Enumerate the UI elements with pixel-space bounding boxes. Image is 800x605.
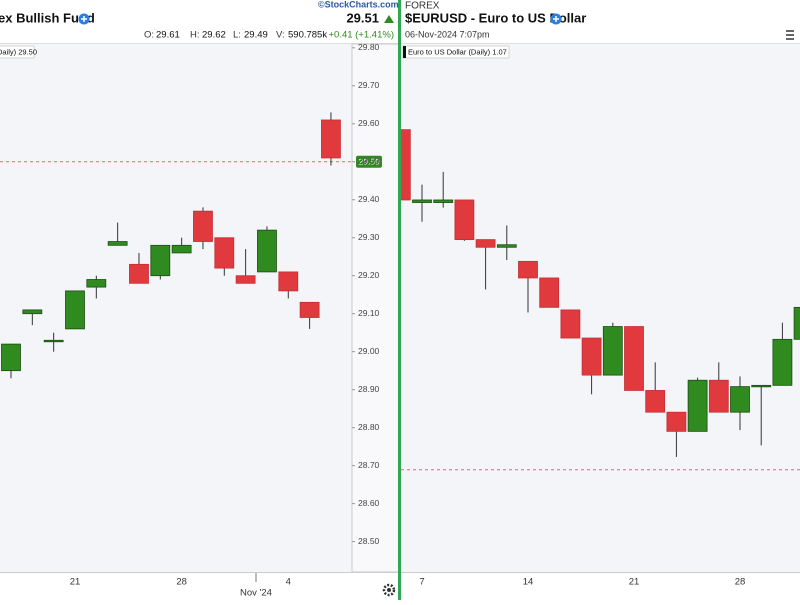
y-tick-label: 29.50	[358, 156, 380, 166]
volume-value: 590.785k	[288, 30, 327, 41]
candle-body	[496, 244, 517, 248]
x-tick-label: 28	[176, 577, 187, 588]
candle-body	[129, 263, 149, 284]
panel-divider	[398, 0, 401, 600]
timestamp: 06-Nov-2024 7:07pm	[405, 29, 490, 39]
y-tick-label: 29.70	[358, 80, 380, 90]
axes: 29.50 28.50 28.60 28.70 28.80 28.90 29.00 29.10…	[70, 42, 746, 598]
open-label: O:	[144, 30, 154, 41]
y-tick-label: 29.40	[358, 194, 380, 204]
candle-body	[214, 237, 235, 269]
add-icon[interactable]	[78, 13, 90, 25]
candle-body	[299, 301, 320, 318]
candle-body	[454, 199, 475, 241]
legend-swatch	[403, 46, 406, 58]
candle-body	[602, 326, 623, 376]
y-tick-label: 28.60	[358, 498, 380, 508]
y-tick-label: 28.50	[358, 536, 380, 546]
candle-body	[518, 260, 538, 279]
candle-body	[1, 343, 21, 372]
volume-label: V:	[276, 30, 285, 41]
candle-body	[22, 309, 43, 315]
add-icon[interactable]	[550, 13, 562, 25]
y-tick-label: 29.60	[358, 118, 380, 128]
candle-body	[539, 277, 560, 308]
x-tick-label: 28	[735, 577, 746, 588]
candle-body	[321, 119, 341, 159]
right-plot-bg	[401, 44, 800, 572]
x-tick-label: 4	[286, 577, 291, 588]
left-plot-bg	[0, 44, 352, 572]
y-tick-label: 29.30	[358, 232, 380, 242]
candle-body	[751, 384, 772, 388]
legend-box	[0, 45, 35, 59]
candle-body	[150, 244, 171, 277]
y-tick-label: 28.90	[358, 384, 380, 394]
x-tick-label: 21	[629, 577, 640, 588]
candle-body	[43, 339, 64, 343]
change: +0.41 (+1.41%)	[329, 30, 395, 41]
y-tick-label: 28.80	[358, 422, 380, 432]
low-label: L:	[233, 30, 241, 41]
left-title: ex Bullish Fund	[0, 10, 95, 25]
settings-icon[interactable]	[382, 583, 396, 597]
candle-body	[193, 210, 213, 242]
y-tick-label: 29.80	[358, 42, 380, 52]
candle-body	[772, 338, 793, 386]
right-title: $EURUSD - Euro to US Dollar	[405, 10, 586, 25]
right-chart: Euro to US Dollar (Daily) 1.07	[401, 45, 800, 471]
candle-body	[475, 239, 496, 248]
candle-body	[793, 306, 800, 340]
legend: Euro to US Dollar (Daily) 1.07	[402, 45, 510, 59]
candle-body	[581, 337, 602, 376]
y-tick-label: 28.70	[358, 460, 380, 470]
candle-body	[401, 129, 411, 201]
x-tick-label: 21	[70, 577, 81, 588]
legend-label: Euro to US Dollar (Daily) 1.07	[408, 47, 507, 56]
candle-body	[86, 279, 107, 288]
legend-label: Daily) 29.50	[0, 47, 37, 56]
left-chart: Daily) 29.50	[0, 45, 352, 379]
price-tag-label: 29.50	[358, 157, 380, 167]
legend: Daily) 29.50	[0, 45, 37, 59]
candle-body	[433, 199, 454, 203]
candle-body	[645, 390, 666, 413]
logo: ©StockCharts.com	[318, 0, 399, 9]
y-tick-label: 29.10	[358, 308, 380, 318]
x-tick-label: 14	[523, 577, 534, 588]
x-tick-label: 7	[419, 577, 424, 588]
price-axis-bg	[351, 43, 400, 573]
candle-body	[560, 309, 581, 339]
y-tick-label: 29.20	[358, 270, 380, 280]
candle-body	[65, 290, 85, 330]
open-value: 29.61	[156, 30, 180, 41]
y-tick-label: 29.00	[358, 346, 380, 356]
candle-body	[666, 411, 687, 432]
candle-body	[412, 199, 432, 203]
candle-body	[687, 379, 708, 432]
candle-body	[624, 326, 644, 391]
candle-body	[708, 379, 729, 413]
candle-body	[171, 244, 192, 254]
candle-body	[107, 241, 128, 246]
candle-body	[235, 275, 256, 284]
price-tag	[356, 155, 382, 168]
candle-body	[730, 386, 750, 413]
x-annotation: Nov '24	[240, 588, 272, 599]
high-label: H:	[190, 30, 200, 41]
high-value: 29.62	[202, 30, 226, 41]
group: FOREX	[405, 1, 440, 12]
last-price: 29.51	[346, 10, 379, 25]
menu-lines	[786, 30, 794, 40]
candle-body	[257, 229, 277, 273]
candle-body	[278, 271, 299, 292]
low-value: 29.49	[244, 30, 268, 41]
up-arrow	[384, 15, 394, 23]
